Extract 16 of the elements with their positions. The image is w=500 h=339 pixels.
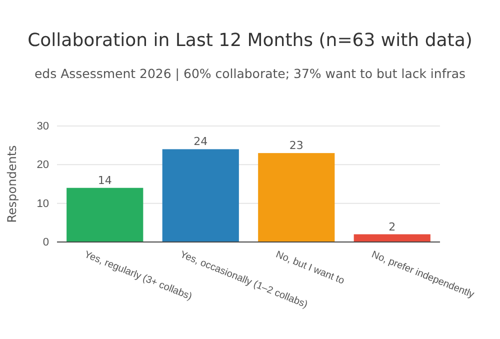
data-label: 2 [388, 220, 396, 234]
bar [354, 234, 430, 242]
y-tick-label: 30 [36, 120, 49, 133]
y-axis-title: Respondents [5, 145, 19, 223]
bar [66, 188, 144, 242]
chart-title: Collaboration in Last 12 Months (n=63 with data) [28, 30, 472, 51]
bar [162, 149, 239, 242]
data-label: 23 [289, 139, 304, 152]
data-label: 24 [194, 135, 208, 148]
y-tick-label: 0 [42, 236, 49, 249]
y-tick-label: 20 [36, 159, 49, 172]
x-tick-label: No, but I want to [274, 249, 346, 288]
bar [258, 153, 335, 242]
chart-subtitle: eds Assessment 2026 | 60% collaborate; 37% want to but lack infras [34, 66, 466, 81]
data-label: 14 [98, 174, 112, 187]
y-tick-label: 10 [36, 198, 49, 210]
